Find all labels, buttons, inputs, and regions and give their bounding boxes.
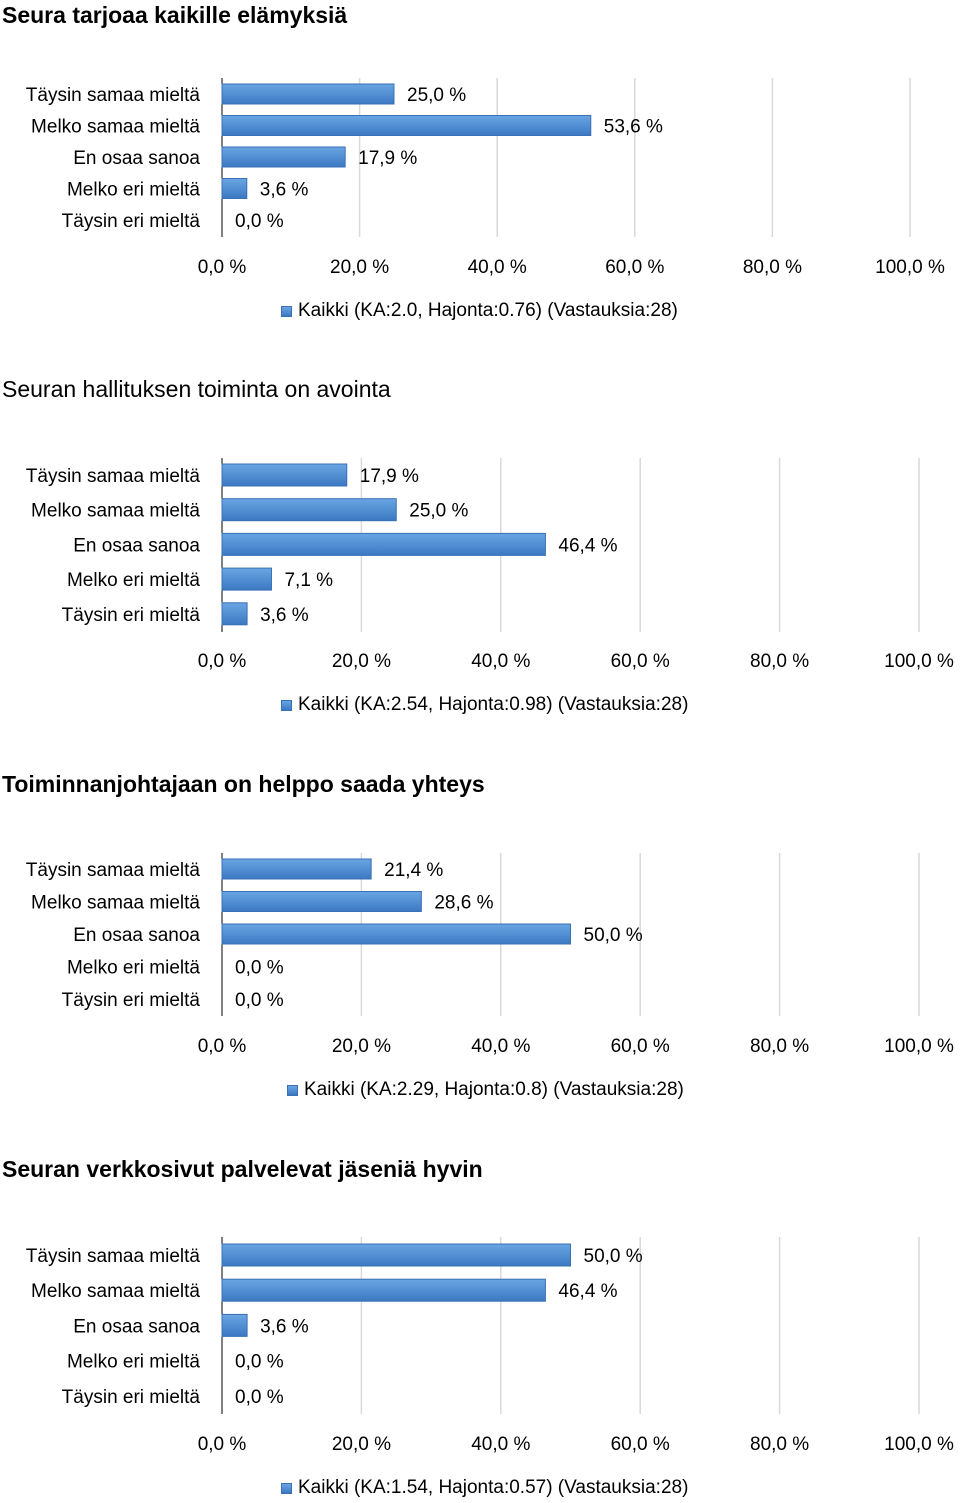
data-label: 7,1 % [284,570,333,591]
chart-title: Seuran hallituksen toiminta on avointa [2,376,391,402]
data-label: 17,9 % [360,466,419,487]
category-label: Täysin samaa mieltä [26,1246,201,1267]
legend: Kaikki (KA:1.54, Hajonta:0.57) (Vastauks… [281,1477,688,1499]
bar [221,567,272,591]
bar [221,146,346,168]
data-label: 28,6 % [434,893,493,914]
x-tick-label: 0,0 % [198,1434,247,1455]
data-label: 17,9 % [358,148,417,169]
x-tick-label: 0,0 % [198,1036,247,1057]
category-label: Melko samaa mieltä [31,1281,200,1302]
legend-swatch [281,1482,292,1494]
data-label: 25,0 % [409,501,468,522]
legend-swatch [281,305,292,317]
bar [221,858,372,880]
x-tick-label: 40,0 % [471,1036,530,1057]
x-tick-label: 40,0 % [471,651,530,672]
x-tick-label: 80,0 % [750,1434,809,1455]
x-tick-label: 20,0 % [332,1036,391,1057]
category-label: Melko samaa mieltä [31,117,200,138]
bar [221,498,397,522]
x-tick-label: 60,0 % [611,1434,670,1455]
data-label: 46,4 % [558,1281,617,1302]
x-tick-label: 60,0 % [605,257,664,278]
legend-swatch [281,699,292,711]
data-label: 53,6 % [604,117,663,138]
bar [221,923,571,945]
bar [221,1243,571,1267]
category-label: Täysin eri mieltä [62,605,201,626]
category-label: En osaa sanoa [73,535,200,556]
legend-label: Kaikki (KA:2.0, Hajonta:0.76) (Vastauksi… [298,300,678,321]
bar [221,1313,248,1337]
category-label: En osaa sanoa [73,925,200,946]
bar [221,602,248,626]
data-label: 3,6 % [260,1316,309,1337]
data-label: 0,0 % [235,958,284,979]
category-label: Melko samaa mieltä [31,501,200,522]
x-tick-label: 100,0 % [884,1434,954,1455]
data-label: 0,0 % [235,1352,284,1373]
x-tick-label: 0,0 % [198,257,247,278]
x-tick-label: 100,0 % [884,1036,954,1057]
legend-label: Kaikki (KA:2.29, Hajonta:0.8) (Vastauksi… [304,1079,684,1100]
x-tick-label: 100,0 % [884,651,954,672]
data-label: 3,6 % [260,605,309,626]
category-label: Täysin eri mieltä [62,1387,201,1408]
bar-chart-1: 0,0 % 20,0 % 40,0 % 60,0 % 80,0 % 100,0 % Täys… [26,78,945,278]
x-tick-label: 100,0 % [875,257,945,278]
data-label: 25,0 % [407,85,466,106]
data-label: 3,6 % [260,180,309,201]
category-label: Täysin samaa mieltä [26,466,201,487]
legend: Kaikki (KA:2.54, Hajonta:0.98) (Vastauks… [281,694,688,716]
legend-label: Kaikki (KA:2.54, Hajonta:0.98) (Vastauks… [298,694,689,715]
x-tick-label: 20,0 % [330,257,389,278]
x-tick-label: 20,0 % [332,1434,391,1455]
x-tick-label: 0,0 % [198,651,247,672]
category-label: Täysin eri mieltä [62,990,201,1011]
legend: Kaikki (KA:2.0, Hajonta:0.76) (Vastauksi… [281,300,678,322]
x-tick-label: 80,0 % [750,651,809,672]
bar [221,115,592,136]
data-label: 50,0 % [584,1246,643,1267]
bar [221,1278,546,1302]
bar [221,463,348,487]
category-label: En osaa sanoa [73,148,200,169]
bar [221,178,248,199]
x-tick-label: 60,0 % [611,651,670,672]
category-label: Melko eri mieltä [67,570,200,591]
legend-label: Kaikki (KA:1.54, Hajonta:0.57) (Vastauks… [298,1477,689,1498]
bar-chart-2: 0,0 % 20,0 % 40,0 % 60,0 % 80,0 % 100,0 % Täys… [26,458,954,672]
category-label: Melko eri mieltä [67,180,200,201]
x-tick-label: 40,0 % [468,257,527,278]
x-tick-label: 60,0 % [611,1036,670,1057]
category-label: Melko eri mieltä [67,1352,200,1373]
chart-title: Seura tarjoaa kaikille elämyksiä [2,2,348,28]
legend-swatch [287,1084,298,1096]
category-label: Täysin eri mieltä [62,211,201,232]
data-label: 46,4 % [558,535,617,556]
category-label: Melko eri mieltä [67,958,200,979]
bar-chart-3: 0,0 % 20,0 % 40,0 % 60,0 % 80,0 % 100,0 % Täys… [26,853,954,1057]
x-tick-label: 40,0 % [471,1434,530,1455]
chart-title: Toiminnanjohtajaan on helppo saada yhtey… [2,771,485,797]
x-tick-label: 80,0 % [750,1036,809,1057]
x-tick-label: 20,0 % [332,651,391,672]
category-label: En osaa sanoa [73,1316,200,1337]
category-label: Täysin samaa mieltä [26,860,201,881]
data-label: 0,0 % [235,1387,284,1408]
category-label: Täysin samaa mieltä [26,85,201,106]
bar [221,891,422,912]
category-label: Melko samaa mieltä [31,893,200,914]
x-tick-label: 80,0 % [743,257,802,278]
legend: Kaikki (KA:2.29, Hajonta:0.8) (Vastauksi… [287,1079,684,1101]
chart-title: Seuran verkkosivut palvelevat jäseniä hy… [2,1156,483,1182]
bar [221,83,395,105]
data-label: 50,0 % [584,925,643,946]
bar [221,532,546,556]
data-label: 21,4 % [384,860,443,881]
data-label: 0,0 % [235,211,284,232]
data-label: 0,0 % [235,990,284,1011]
